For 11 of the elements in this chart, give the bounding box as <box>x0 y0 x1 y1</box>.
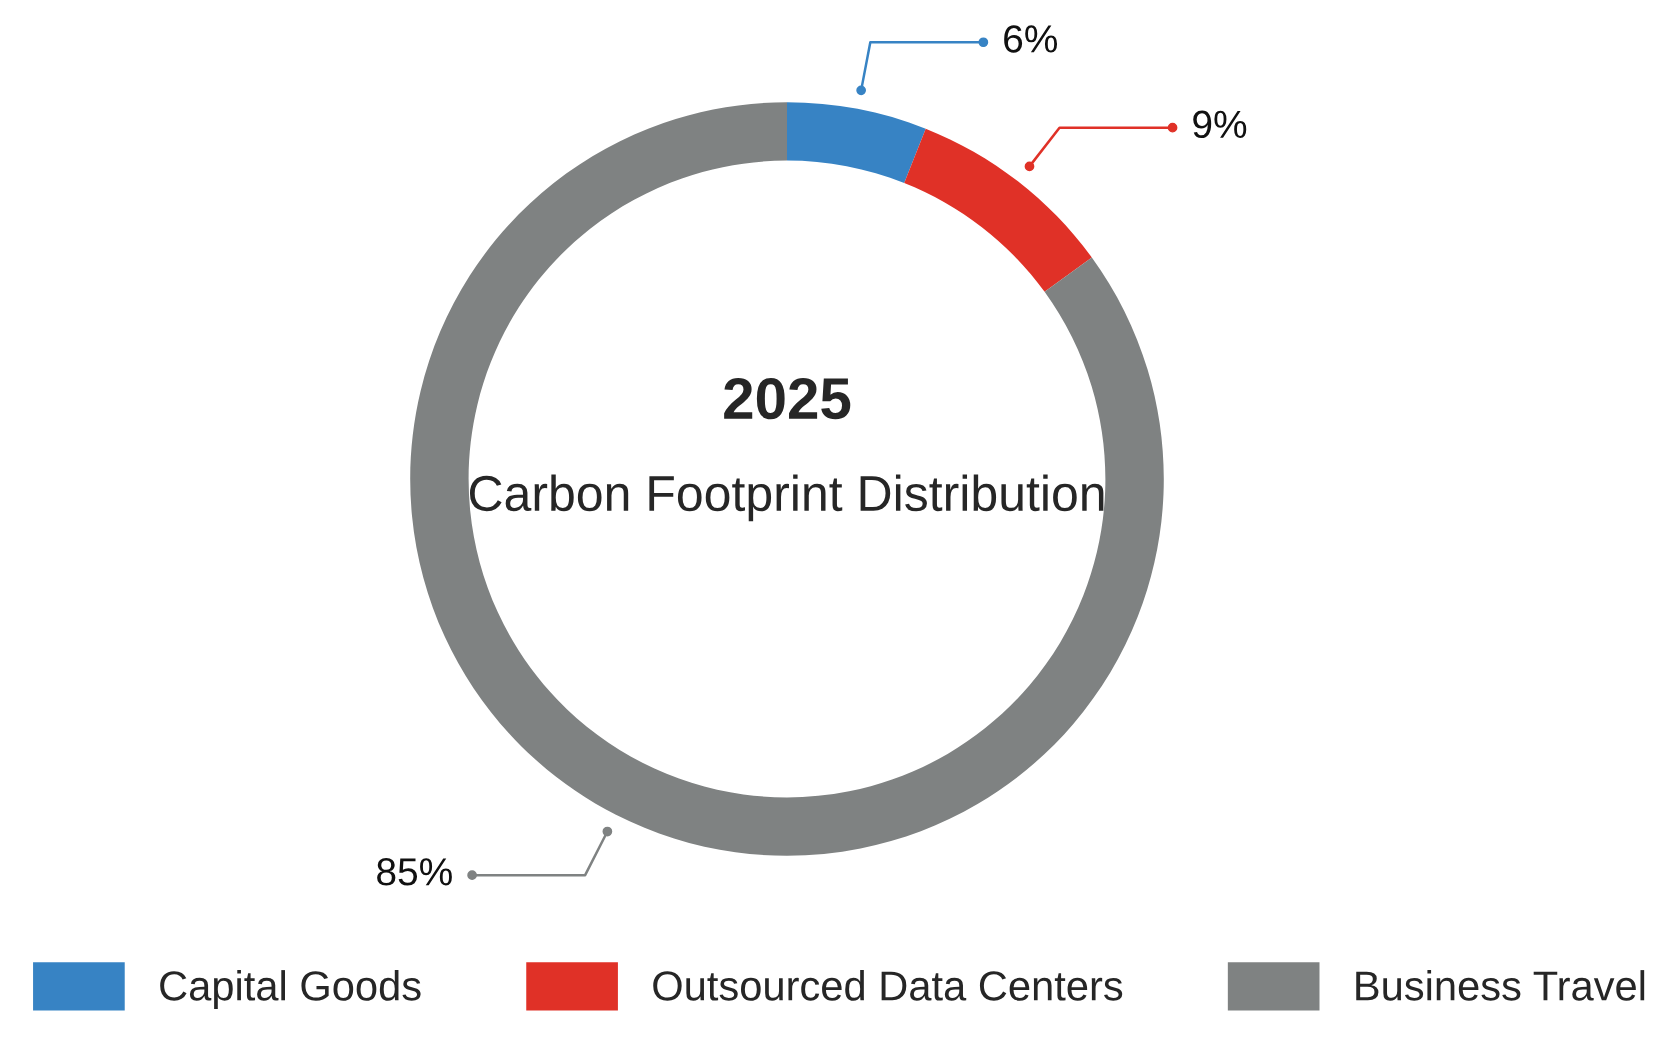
donut-slice <box>787 102 926 183</box>
text: 2025 <box>724 377 851 420</box>
data-label: 85% <box>377 858 452 886</box>
donut-slice <box>410 102 1164 856</box>
donut-slice <box>904 128 1092 292</box>
data-label: 9% <box>1193 110 1247 139</box>
data-label: 6% <box>1004 25 1058 53</box>
text: Carbon Footprint Distribution <box>469 474 1104 522</box>
legend-label: Business Travel <box>1356 970 1645 1001</box>
legend-label: Outsourced Data Centers <box>653 970 1123 1001</box>
legend-label: Capital Goods <box>160 970 421 1009</box>
